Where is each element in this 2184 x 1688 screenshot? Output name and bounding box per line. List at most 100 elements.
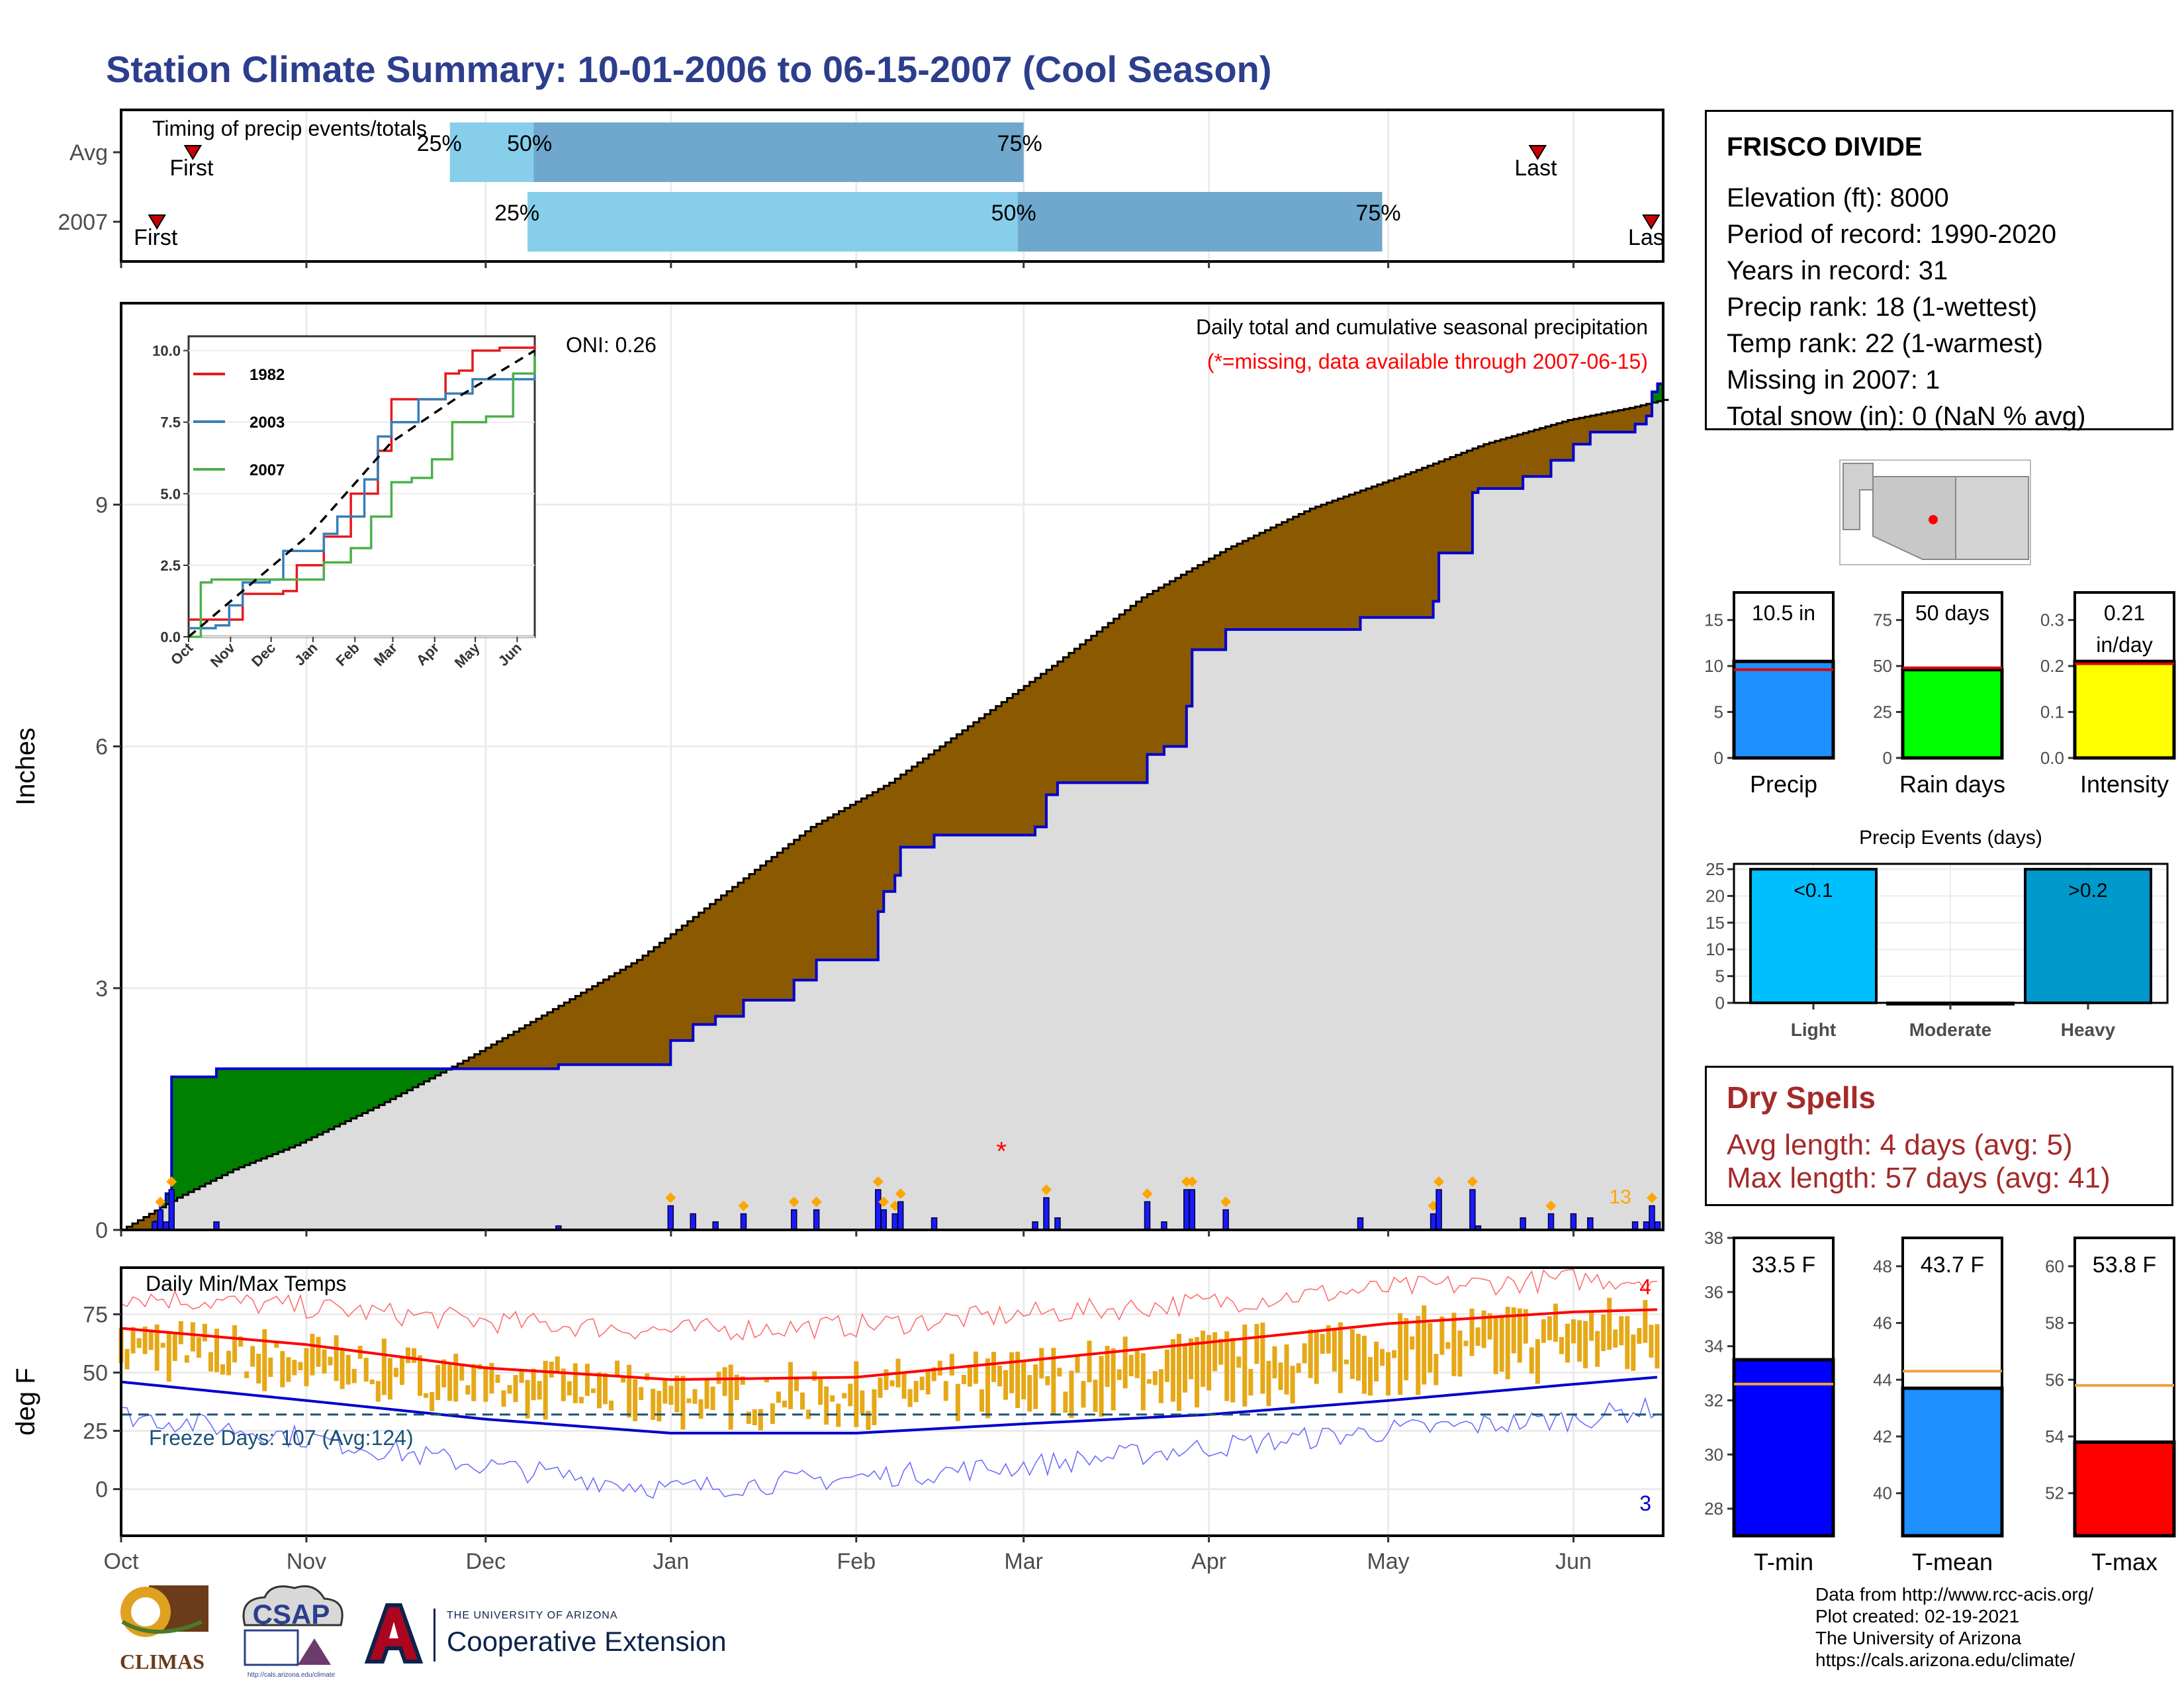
ua-logo-main: Cooperative Extension [447,1626,727,1657]
precip-deficit-fill [132,1223,139,1230]
temp-daily-bar [268,1357,273,1378]
temp-daily-bar [1122,1336,1128,1389]
temp-daily-bar [489,1362,494,1394]
precip-observed-line [121,382,1663,1231]
precip-normal-fill [283,1149,290,1230]
temp-daily-bar [764,1378,769,1383]
precip-normal-fill [463,1068,470,1230]
precip-normal-fill [934,835,940,1230]
precip-normal-fill [430,1078,436,1230]
temp-daily-bar [1170,1338,1175,1402]
precip-deficit-fill [1119,614,1126,783]
temp-daily-bar [537,1381,542,1400]
precip-surplus-fill [216,1068,223,1178]
precip-daily-bar [875,1189,882,1231]
precip-normal-fill [962,835,969,1230]
precip-normal-fill [272,1154,279,1230]
precip-normal-fill [379,1105,386,1230]
precip-normal-fill [687,1040,694,1230]
precip-normal-fill [1035,827,1042,1230]
timing-label-q75: 75% [997,131,1042,156]
precip-daily-bar [1222,1209,1229,1231]
precip-normal-fill [794,980,800,1230]
summary-y-tick-label-precip: 5 [1714,702,1723,722]
precip-deficit-fill [1304,511,1311,630]
precip-deficit-fill [1248,538,1255,630]
timing-title: Timing of precip events/totals [152,117,427,140]
temp-daily-bar [674,1376,680,1413]
precip-normal-fill [1618,432,1625,1230]
precip-normal-fill [1371,617,1378,1230]
precip-deficit-fill [143,1217,150,1230]
precip-normal-fill [1270,630,1277,1230]
temp-daily-bar [1116,1369,1122,1380]
precip-surplus-fill [317,1068,324,1135]
station-years: Years in record: 31 [1727,256,1948,285]
temp-daily-bar [698,1399,704,1419]
temp-daily-bar [1404,1318,1409,1381]
temp-daily-bar [184,1355,189,1363]
precip-deficit-fill [1315,506,1322,630]
precip-surplus-fill [367,1068,375,1111]
precip-normal-fill [491,1068,498,1230]
precip-deficit-fill [569,999,576,1065]
precip-deficit-fill [1074,648,1081,783]
precip-normal-fill [1057,782,1064,1230]
precip-normal-fill [535,1068,543,1230]
summary-bar-tmax [2073,1440,2176,1538]
temp-daily-bar [1069,1370,1074,1419]
timing-label-q50: 50% [991,201,1036,226]
temp-x-tick-label: Dec [466,1549,506,1574]
precip-deficit-fill [592,986,598,1065]
temp-daily-bar [531,1368,536,1401]
page-title: Station Climate Summary: 10-01-2006 to 0… [106,48,1272,90]
temp-daily-bar [1260,1322,1265,1394]
map-state-west [1843,463,1874,530]
temp-daily-bar [1355,1333,1361,1381]
timing-bar-q25-q50 [527,192,1018,252]
timing-label-q50: 50% [507,131,552,156]
precip-normal-fill [1607,432,1614,1230]
csap-logo-url: http://cals.arizona.edu/climate [247,1671,336,1679]
temp-daily-bar [878,1377,883,1398]
temp-daily-bar [1422,1305,1427,1385]
precip-deficit-fill [1467,450,1473,553]
precip-normal-fill [1428,617,1434,1230]
precip-normal-fill [1119,782,1126,1230]
temp-daily-bar [1613,1329,1618,1348]
temp-y-tick-label: 0 [95,1477,108,1503]
precip-deficit-fill [1231,546,1238,630]
summary-y-tick-label-tmin: 28 [1704,1499,1723,1519]
temp-daily-bar [1158,1369,1163,1403]
precip-deficit-fill [805,831,811,980]
temp-daily-bar [148,1331,154,1350]
precip-heavy-marker [1647,1192,1658,1203]
timing-label-first: First [134,225,178,250]
precip-deficit-fill [614,972,621,1065]
precip-deficit-fill [1641,405,1647,424]
events-y-tick-label: 25 [1706,859,1725,879]
precip-normal-fill [911,847,918,1230]
precip-surplus-fill [278,1068,285,1152]
temp-daily-bar [274,1342,279,1348]
temp-freeze-label: Freeze Days: 107 (Avg:124) [149,1426,414,1450]
summary-value-label-intensity: in/day [2096,633,2152,657]
precip-deficit-fill [637,960,643,1065]
precip-deficit-fill [956,734,963,835]
precip-heavy-marker [1545,1200,1557,1211]
precip-deficit-fill [1623,408,1630,432]
temp-daily-bar [1643,1299,1648,1343]
precip-normal-fill [1646,416,1653,1230]
precip-daily-bar [1054,1217,1061,1231]
temp-daily-bar [322,1349,327,1374]
temp-daily-bar [238,1336,244,1347]
temp-daily-bar [1475,1327,1480,1346]
precip-surplus-fill [362,1068,369,1113]
temp-daily-bar [1428,1323,1433,1373]
precip-deficit-fill [1147,594,1154,755]
precip-normal-fill [738,1016,745,1230]
inset-legend-label: 2003 [250,414,285,432]
precip-normal-fill [1147,754,1154,1230]
temp-daily-bar [1583,1321,1588,1369]
precip-normal-fill [1567,460,1574,1230]
